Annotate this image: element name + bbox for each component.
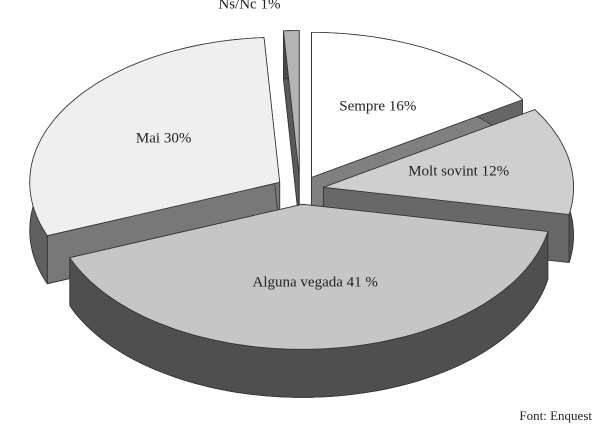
category-label: Alguna vegada (253, 275, 344, 291)
slice-top (323, 109, 574, 215)
slice (69, 203, 549, 398)
category-label: Molt sovint (408, 164, 478, 180)
value-label: 41 % (347, 275, 378, 291)
value-label: 30% (164, 131, 192, 147)
value-label: 1% (260, 0, 280, 13)
category-label: Mai (136, 131, 160, 147)
slice (283, 30, 300, 224)
category-label: Sempre (339, 99, 385, 115)
slice-top (283, 30, 300, 176)
category-label: Ns/Nc (218, 0, 257, 13)
value-label: 12% (482, 164, 510, 180)
source: Font: Enquest (519, 408, 592, 423)
slice-top (29, 37, 281, 237)
slice-label: Molt sovint 12% (408, 164, 509, 180)
slice-label: Sempre 16% (339, 99, 416, 115)
slice-label: Ns/Nc 1% (218, 0, 280, 13)
slice-label: Alguna vegada 41 % (253, 275, 378, 291)
slice-top (311, 32, 523, 178)
slice-top (69, 203, 549, 350)
value-label: 16% (389, 99, 417, 115)
slice-label: Mai 30% (136, 131, 191, 147)
